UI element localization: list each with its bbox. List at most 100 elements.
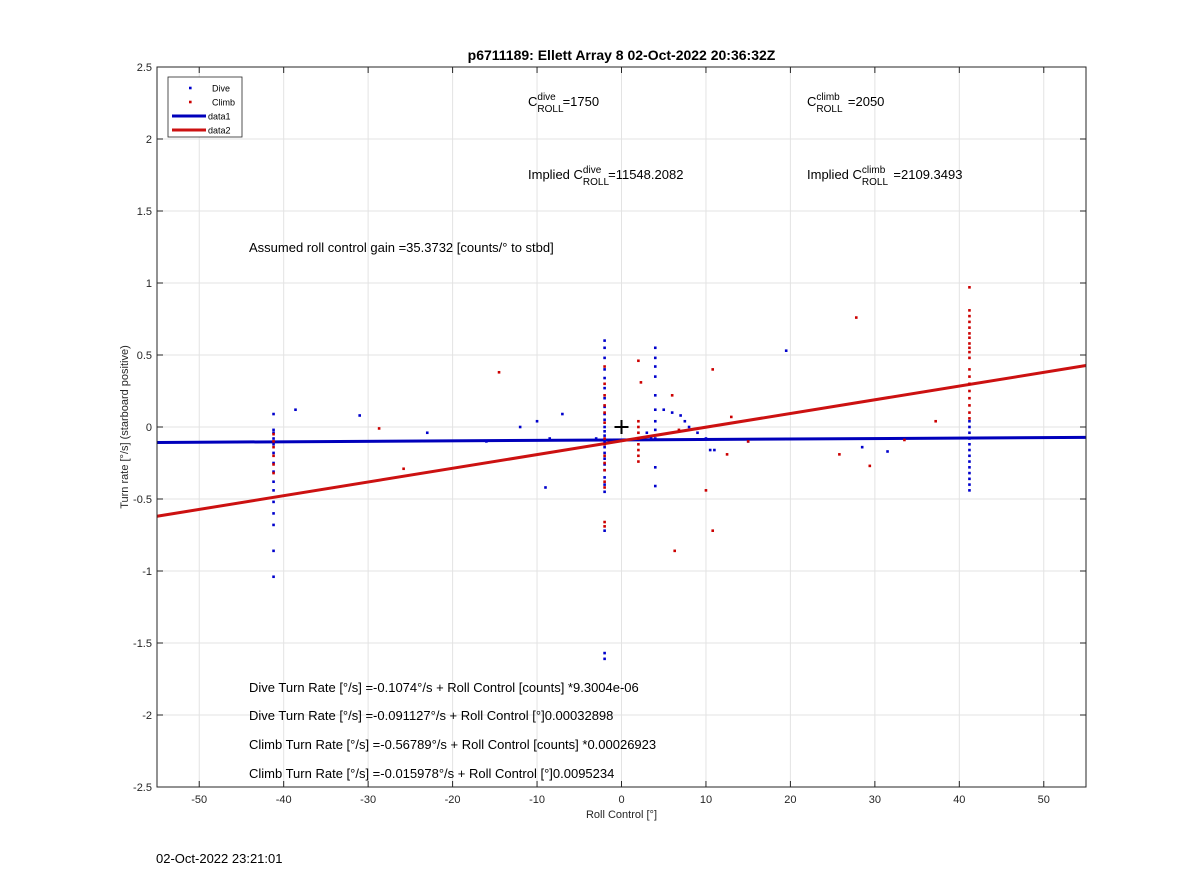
y-tick-label: 1.5	[137, 206, 152, 218]
data-point-dive	[603, 490, 606, 494]
data-point-climb	[639, 381, 643, 384]
equation-3: Climb Turn Rate [°/s] =-0.56789°/s + Rol…	[249, 737, 656, 752]
x-tick-label: -40	[276, 794, 292, 806]
legend-label: Climb	[212, 98, 235, 108]
data-point-climb	[968, 326, 971, 329]
data-point-dive	[603, 418, 606, 422]
data-point-climb	[603, 480, 606, 484]
data-point-dive	[968, 437, 971, 440]
data-point-dive	[485, 440, 488, 443]
implied-dive-annotation-value: =11548.2082	[608, 167, 683, 182]
data-point-dive	[603, 346, 606, 350]
data-point-climb	[603, 454, 606, 458]
x-tick-label: 30	[869, 794, 881, 806]
data-point-dive	[603, 451, 606, 455]
data-point-dive	[272, 500, 275, 504]
data-point-dive	[603, 483, 606, 486]
x-tick-label: 10	[700, 794, 712, 806]
data-point-climb	[272, 471, 275, 475]
implied-climb-annotation-value: =2109.3493	[893, 167, 962, 182]
data-point-dive	[653, 365, 657, 368]
data-point-dive	[860, 445, 864, 449]
x-tick-label: -10	[529, 794, 545, 806]
data-point-climb	[272, 454, 275, 458]
y-tick-label: 2.5	[137, 62, 152, 74]
data-point-climb	[838, 453, 841, 456]
data-point-dive	[603, 476, 606, 479]
data-point-climb	[729, 415, 733, 419]
data-point-dive	[662, 408, 666, 412]
implied-climb-annotation-sup: climb	[862, 165, 886, 176]
data-point-climb	[603, 365, 606, 368]
data-point-dive	[603, 356, 606, 360]
data-point-climb	[603, 394, 606, 397]
data-point-climb	[968, 389, 971, 393]
data-point-climb	[603, 520, 606, 524]
data-point-climb	[704, 489, 708, 492]
y-tick-label: -0.5	[133, 494, 152, 506]
y-tick-label: 1	[146, 278, 152, 290]
data-point-climb	[673, 549, 677, 553]
data-point-climb	[746, 440, 750, 443]
data-point-climb	[903, 438, 906, 442]
data-point-dive	[649, 437, 653, 440]
data-point-dive	[272, 489, 275, 492]
implied-dive-annotation-sup: dive	[583, 165, 602, 176]
data-point-dive	[294, 408, 297, 412]
data-point-climb	[968, 346, 971, 350]
data-point-climb	[711, 529, 715, 532]
data-point-dive	[653, 408, 657, 412]
data-point-climb	[603, 461, 606, 465]
data-point-climb	[968, 332, 971, 335]
data-point-climb	[968, 336, 971, 340]
data-point-climb	[603, 442, 606, 446]
data-point-dive	[535, 419, 539, 423]
c-dive-annotation-prefix: C	[528, 94, 537, 109]
legend-label: data1	[208, 112, 231, 122]
data-point-climb	[637, 437, 640, 440]
legend-label: Dive	[212, 84, 230, 94]
data-point-dive	[645, 431, 649, 435]
data-point-dive	[653, 375, 657, 378]
data-point-climb	[603, 486, 606, 489]
data-point-climb	[637, 448, 640, 452]
implied-climb-annotation-prefix: Implied C	[807, 167, 862, 182]
y-axis-label: Turn rate [°/s] (starboard positive)	[119, 345, 131, 509]
x-tick-label: -30	[360, 794, 376, 806]
data-point-dive	[968, 471, 971, 475]
data-point-climb	[637, 431, 640, 435]
plus-marker	[614, 420, 629, 434]
implied-dive-annotation-sub: ROLL	[583, 177, 610, 188]
data-point-dive	[696, 431, 699, 435]
data-point-dive	[653, 484, 657, 488]
implied-dive-annotation-prefix: Implied C	[528, 167, 583, 182]
x-tick-label: -20	[445, 794, 461, 806]
data-point-dive	[603, 386, 606, 390]
data-point-dive	[670, 411, 674, 414]
data-point-dive	[886, 450, 889, 453]
data-point-climb	[272, 432, 275, 436]
equation-4: Climb Turn Rate [°/s] =-0.015978°/s + Ro…	[249, 766, 614, 781]
data-point-dive	[968, 489, 971, 492]
data-point-climb	[603, 437, 606, 440]
data-point-dive	[968, 477, 971, 481]
data-point-dive	[544, 486, 547, 489]
data-point-dive	[603, 457, 606, 460]
data-point-dive	[968, 454, 971, 458]
data-point-dive	[603, 657, 606, 661]
data-point-dive	[603, 412, 606, 416]
data-point-dive	[272, 461, 275, 465]
data-point-climb	[637, 442, 640, 446]
data-point-climb	[868, 464, 872, 468]
data-point-climb	[968, 356, 971, 360]
y-tick-label: 0.5	[137, 350, 152, 362]
data-point-climb	[670, 394, 674, 397]
data-point-dive	[561, 412, 564, 416]
data-point-dive	[272, 428, 275, 432]
data-point-climb	[677, 428, 681, 432]
data-point-dive	[272, 442, 275, 446]
c-climb-annotation-sub: ROLL	[816, 104, 843, 115]
